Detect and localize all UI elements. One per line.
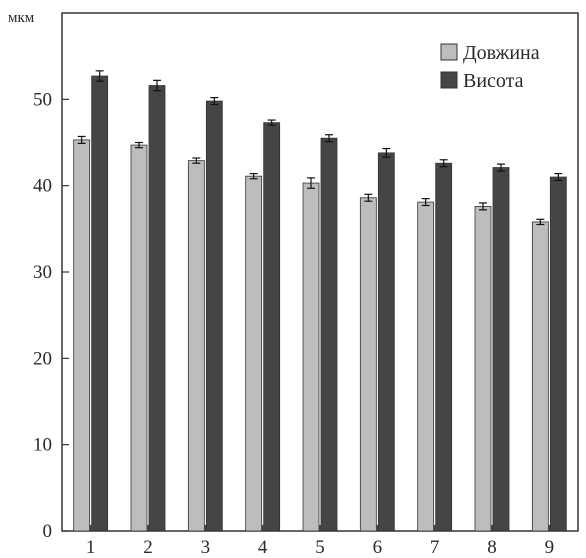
bar-series-0	[474, 205, 492, 532]
bar-series-0	[531, 221, 549, 532]
y-tick-label: 0	[43, 521, 53, 542]
x-tick-label: 5	[315, 537, 325, 558]
x-tick-label: 7	[430, 537, 440, 558]
bar-series-1	[377, 152, 395, 532]
x-axis: 1 2 3 4 5 6 7 8 9	[86, 525, 554, 558]
bar-series-1	[435, 162, 453, 532]
y-tick-label: 20	[33, 348, 52, 369]
bar-series-0	[245, 175, 263, 532]
y-axis: 0 10 20 30 40 50	[33, 89, 69, 542]
bar-series-0	[302, 182, 320, 532]
y-tick-label: 30	[33, 262, 52, 283]
legend-label-series-1: Висота	[463, 70, 524, 92]
x-tick-label: 4	[258, 537, 268, 558]
bar-series-0	[187, 160, 205, 532]
legend-swatch-series-1	[440, 71, 458, 89]
x-tick-label: 6	[373, 537, 383, 558]
bar-series-0	[73, 139, 91, 532]
legend-swatch-series-0	[440, 43, 458, 61]
bar-series-0	[359, 197, 377, 532]
x-tick-label: 1	[86, 537, 96, 558]
y-tick-label: 10	[33, 435, 52, 456]
bar-series-1	[492, 167, 510, 532]
bar-series-1	[263, 122, 281, 532]
y-tick-label: 50	[33, 89, 52, 110]
y-axis-unit-label: мкм	[8, 10, 35, 26]
bar-series-0	[130, 144, 148, 532]
x-tick-label: 3	[201, 537, 211, 558]
bar-series-1	[549, 176, 567, 532]
legend-label-series-0: Довжина	[463, 42, 540, 64]
x-tick-label: 9	[545, 537, 555, 558]
bar-series-1	[148, 85, 166, 532]
bar-series-1	[205, 100, 223, 532]
bars-group	[73, 70, 567, 532]
y-tick-label: 40	[33, 176, 52, 197]
bar-series-1	[320, 137, 338, 532]
bar-series-1	[91, 75, 109, 532]
bar-series-0	[417, 201, 435, 532]
x-tick-label: 8	[487, 537, 497, 558]
legend: Довжина Висота	[440, 42, 540, 92]
x-tick-label: 2	[143, 537, 153, 558]
